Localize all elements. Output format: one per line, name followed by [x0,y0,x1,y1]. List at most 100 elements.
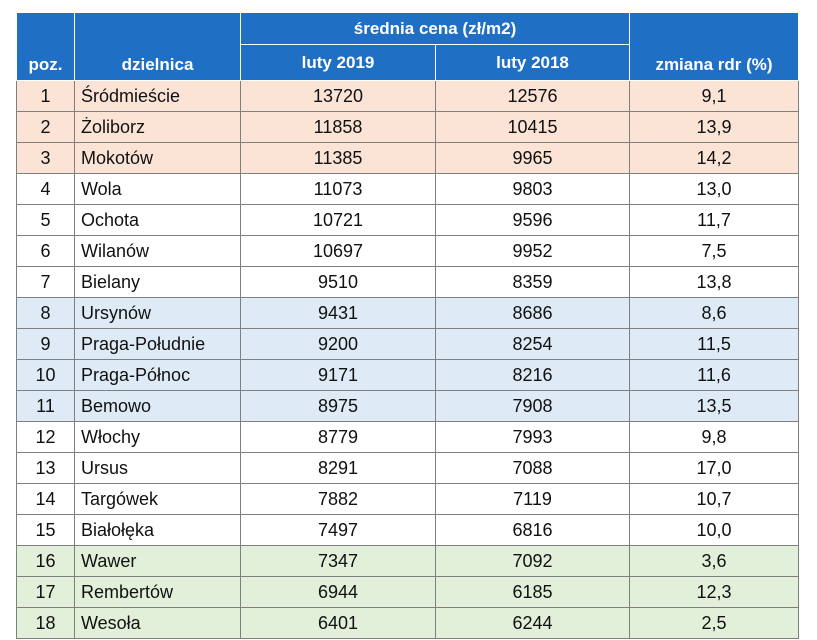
row-change: 13,8 [629,266,800,298]
row-change: 13,9 [629,111,800,143]
row-district: Bielany [74,266,241,298]
row-price-2019: 9510 [240,266,436,298]
row-pos: 5 [16,204,75,236]
row-district: Bemowo [74,390,241,422]
header-price-group: średnia cena (zł/m2) [239,12,631,45]
table-row: 14 Targówek 7882 7119 10,7 [16,483,800,515]
row-price-2019: 10721 [240,204,436,236]
row-price-2019: 8975 [240,390,436,422]
row-change: 11,6 [629,359,800,391]
row-price-2019: 9200 [240,328,436,360]
row-price-2018: 9952 [434,235,631,267]
row-district: Żoliborz [74,111,241,143]
row-district: Praga-Południe [74,328,241,360]
row-price-2019: 8779 [240,421,436,453]
row-price-2018: 8359 [434,266,631,298]
row-district: Włochy [74,421,241,453]
row-change: 11,5 [629,328,800,360]
row-price-2018: 7092 [434,545,631,577]
row-change: 13,0 [629,173,800,205]
row-pos: 10 [16,359,75,391]
row-price-2018: 12576 [434,80,631,112]
row-pos: 12 [16,421,75,453]
row-change: 9,8 [629,421,800,453]
row-change: 9,1 [629,80,800,112]
row-pos: 6 [16,235,75,267]
table-row: 17 Rembertów 6944 6185 12,3 [16,576,800,608]
row-price-2019: 11858 [240,111,436,143]
header-price-2019: luty 2019 [240,44,436,81]
row-pos: 8 [16,297,75,329]
table-row: 9 Praga-Południe 9200 8254 11,5 [16,328,800,360]
header-change: zmiana rdr (%) [629,12,800,81]
row-price-2019: 6401 [240,607,436,639]
row-price-2019: 10697 [240,235,436,267]
row-change: 17,0 [629,452,800,484]
row-district: Mokotów [74,142,241,174]
table-row: 15 Białołęka 7497 6816 10,0 [16,514,800,546]
row-price-2019: 13720 [240,80,436,112]
row-price-2019: 11385 [240,142,436,174]
row-price-2019: 9171 [240,359,436,391]
row-price-2019: 6944 [240,576,436,608]
row-district: Targówek [74,483,241,515]
row-price-2018: 10415 [434,111,631,143]
row-price-2018: 9803 [434,173,631,205]
row-change: 2,5 [629,607,800,639]
table-row: 16 Wawer 7347 7092 3,6 [16,545,800,577]
row-price-2018: 9965 [434,142,631,174]
row-district: Wola [74,173,241,205]
row-price-2019: 8291 [240,452,436,484]
row-district: Ursynów [74,297,241,329]
row-pos: 18 [16,607,75,639]
header-price-2018: luty 2018 [434,44,631,81]
row-change: 11,7 [629,204,800,236]
table-row: 18 Wesoła 6401 6244 2,5 [16,607,800,639]
row-pos: 1 [16,80,75,112]
row-pos: 14 [16,483,75,515]
row-price-2018: 6816 [434,514,631,546]
row-price-2019: 11073 [240,173,436,205]
table-header: poz. dzielnica średnia cena (zł/m2) zmia… [16,12,800,81]
row-price-2019: 7497 [240,514,436,546]
row-district: Ochota [74,204,241,236]
row-price-2018: 7119 [434,483,631,515]
row-pos: 17 [16,576,75,608]
row-price-2018: 6185 [434,576,631,608]
row-pos: 7 [16,266,75,298]
row-district: Białołęka [74,514,241,546]
row-pos: 13 [16,452,75,484]
row-change: 12,3 [629,576,800,608]
row-change: 3,6 [629,545,800,577]
row-change: 14,2 [629,142,800,174]
row-change: 7,5 [629,235,800,267]
row-price-2018: 8216 [434,359,631,391]
row-price-2018: 8254 [434,328,631,360]
row-district: Praga-Północ [74,359,241,391]
row-price-2018: 7908 [434,390,631,422]
row-pos: 2 [16,111,75,143]
row-pos: 11 [16,390,75,422]
header-pos: poz. [16,12,75,81]
table-row: 3 Mokotów 11385 9965 14,2 [16,142,800,174]
row-district: Wesoła [74,607,241,639]
row-pos: 3 [16,142,75,174]
row-district: Ursus [74,452,241,484]
row-price-2019: 7882 [240,483,436,515]
row-change: 10,7 [629,483,800,515]
table-row: 6 Wilanów 10697 9952 7,5 [16,235,800,267]
row-pos: 9 [16,328,75,360]
table-row: 10 Praga-Północ 9171 8216 11,6 [16,359,800,391]
row-change: 8,6 [629,297,800,329]
row-price-2018: 7993 [434,421,631,453]
table-row: 12 Włochy 8779 7993 9,8 [16,421,800,453]
row-pos: 4 [16,173,75,205]
row-district: Wawer [74,545,241,577]
row-pos: 15 [16,514,75,546]
row-change: 13,5 [629,390,800,422]
row-district: Wilanów [74,235,241,267]
row-price-2019: 7347 [240,545,436,577]
table-row: 4 Wola 11073 9803 13,0 [16,173,800,205]
row-price-2018: 6244 [434,607,631,639]
row-price-2018: 8686 [434,297,631,329]
